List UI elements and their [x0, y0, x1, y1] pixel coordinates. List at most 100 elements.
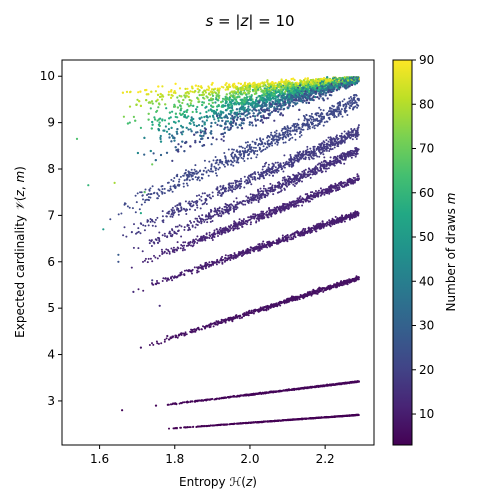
data-point: [260, 210, 263, 213]
data-point: [290, 298, 293, 301]
data-point: [262, 392, 265, 395]
data-point: [356, 175, 359, 178]
data-point: [349, 154, 352, 157]
data-point: [288, 175, 291, 178]
data-point: [301, 296, 304, 299]
data-point: [312, 145, 315, 148]
data-point: [306, 387, 309, 389]
data-point: [190, 244, 192, 247]
data-point: [313, 152, 316, 155]
data-point: [307, 171, 309, 174]
data-point: [184, 241, 187, 244]
data-point: [153, 254, 155, 257]
data-point: [219, 194, 222, 197]
data-point: [267, 241, 270, 244]
data-point: [257, 190, 260, 193]
data-point: [240, 180, 243, 183]
data-point: [137, 288, 140, 291]
data-point: [277, 207, 280, 210]
data-point: [183, 334, 186, 337]
data-point: [294, 157, 296, 160]
data-point: [219, 212, 221, 215]
data-point: [142, 289, 145, 292]
data-point: [195, 200, 198, 202]
data-point: [217, 191, 220, 194]
data-point: [241, 220, 244, 222]
data-point: [281, 234, 284, 237]
data-point: [228, 183, 230, 186]
data-point: [223, 152, 226, 154]
data-point: [355, 381, 358, 384]
data-point: [342, 181, 345, 184]
data-point: [313, 196, 316, 199]
data-point: [347, 181, 350, 184]
data-point: [279, 304, 282, 307]
data-point: [203, 425, 206, 428]
data-point: [280, 185, 283, 188]
data-point: [189, 401, 192, 403]
data-point: [332, 157, 335, 160]
data-point: [257, 215, 260, 218]
data-point: [196, 327, 199, 330]
data-point: [246, 144, 249, 147]
data-point: [158, 239, 161, 242]
data-point: [280, 419, 283, 422]
data-point: [332, 383, 335, 386]
data-point: [301, 204, 304, 207]
data-point: [280, 164, 282, 167]
data-point: [340, 137, 343, 139]
data-point: [276, 191, 279, 194]
data-point: [288, 165, 291, 168]
data-point: [225, 227, 227, 230]
data-point: [221, 423, 224, 426]
data-point: [191, 245, 194, 248]
data-point: [193, 266, 196, 269]
data-point: [171, 403, 174, 406]
data-point: [142, 260, 144, 263]
data-point: [144, 257, 147, 260]
data-point: [262, 176, 265, 179]
data-point: [323, 193, 326, 196]
data-point: [225, 206, 228, 209]
data-point: [249, 393, 252, 396]
data-point: [267, 213, 270, 216]
data-point: [304, 158, 307, 161]
data-point: [215, 228, 218, 231]
data-point: [248, 218, 251, 221]
data-point: [243, 312, 246, 315]
data-point: [206, 221, 209, 224]
data-point: [292, 183, 295, 186]
data-point: [171, 279, 174, 282]
data-point: [292, 163, 295, 166]
data-point: [270, 213, 273, 216]
data-point: [326, 147, 328, 150]
data-point: [255, 221, 258, 224]
data-point: [189, 426, 192, 429]
data-point: [269, 182, 272, 185]
data-point: [183, 208, 186, 211]
data-point: [344, 138, 347, 141]
data-point: [337, 221, 340, 224]
data-point: [158, 231, 161, 234]
data-point: [336, 284, 339, 287]
data-point: [257, 188, 259, 191]
data-point: [355, 138, 358, 140]
data-point: [147, 257, 150, 260]
data-point: [294, 159, 297, 162]
data-point: [296, 174, 299, 177]
data-point: [185, 213, 188, 215]
data-point: [290, 388, 293, 391]
data-point: [257, 243, 260, 246]
data-point: [168, 338, 171, 341]
data-point: [187, 269, 190, 272]
data-point: [178, 333, 180, 336]
data-point: [304, 387, 306, 390]
data-point: [177, 213, 180, 216]
data-point: [235, 422, 238, 425]
data-point: [142, 224, 145, 227]
data-point: [206, 425, 209, 427]
data-point: [275, 168, 278, 171]
data-point: [354, 210, 357, 213]
data-point: [268, 420, 271, 423]
data-point: [354, 215, 357, 217]
